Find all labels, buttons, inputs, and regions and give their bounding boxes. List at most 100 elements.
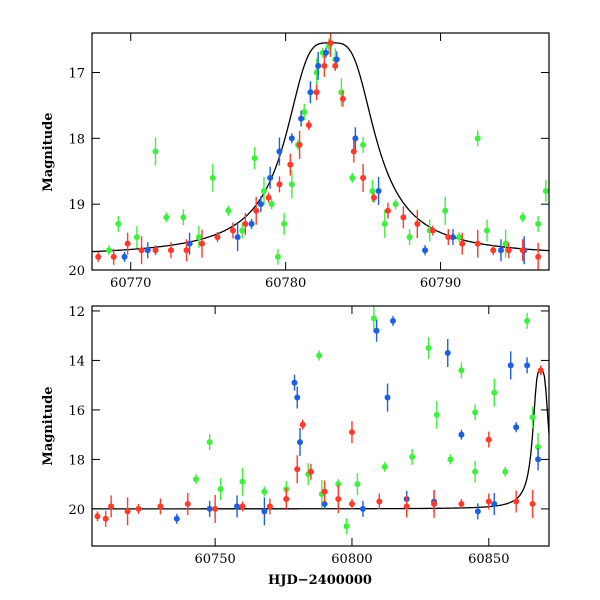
blue-data-point (261, 508, 268, 515)
red-data-point (283, 495, 290, 502)
blue-data-point (333, 56, 340, 63)
blue-data-point (234, 234, 241, 241)
red-data-point (339, 95, 346, 102)
green-data-point (442, 207, 449, 214)
blue-data-point (307, 89, 314, 96)
red-data-point (403, 503, 410, 510)
blue-data-point (288, 135, 295, 142)
green-data-point (433, 411, 440, 418)
y-tick-label: 20 (68, 264, 85, 279)
green-data-point (195, 234, 202, 241)
green-data-point (425, 345, 432, 352)
y-tick-label: 19 (68, 198, 85, 213)
blue-data-point (352, 135, 359, 142)
red-data-point (490, 247, 497, 254)
blue-data-point (234, 503, 241, 510)
green-data-point (343, 523, 350, 530)
red-data-point (276, 181, 283, 188)
blue-data-point (384, 394, 391, 401)
red-data-point (348, 429, 355, 436)
red-data-point (108, 503, 115, 510)
red-data-point (459, 240, 466, 247)
blue-data-point (535, 456, 542, 463)
top-y-axis-label: Magnitude (41, 112, 56, 191)
red-data-point (485, 498, 492, 505)
y-tick-label: 16 (68, 404, 85, 419)
red-data-point (537, 367, 544, 374)
red-data-point (431, 500, 438, 507)
green-data-point (260, 188, 267, 194)
y-tick-label: 18 (68, 132, 85, 147)
green-data-point (502, 468, 509, 475)
model-curve (92, 42, 549, 253)
top-panel-marks (92, 33, 549, 270)
red-data-point (299, 421, 306, 428)
red-data-point (458, 500, 465, 507)
blue-data-point (173, 515, 180, 522)
green-data-point (281, 220, 288, 227)
green-data-point (381, 463, 388, 470)
red-data-point (266, 503, 273, 510)
red-data-point (414, 220, 421, 227)
red-data-point (348, 500, 355, 507)
red-data-point (168, 247, 175, 254)
green-data-point (360, 141, 367, 148)
green-data-point (239, 478, 246, 485)
green-data-point (225, 207, 232, 214)
green-data-point (316, 352, 323, 359)
red-data-point (529, 500, 536, 507)
blue-data-point (390, 317, 397, 324)
blue-data-point (359, 505, 366, 512)
blue-data-point (276, 148, 283, 155)
x-tick-label: 60790 (420, 276, 461, 291)
red-data-point (102, 515, 109, 522)
green-data-point (472, 468, 479, 475)
bottom-panel-ticks: 60750 60800 60850 12 14 16 18 20 (68, 305, 549, 567)
green-data-point (535, 444, 542, 451)
green-data-point (239, 227, 246, 234)
blue-data-point (321, 500, 328, 507)
green-data-point (251, 155, 258, 162)
red-data-point (485, 436, 492, 443)
red-data-point (313, 89, 320, 96)
green-data-point (458, 367, 465, 374)
model-curve (92, 369, 549, 510)
red-data-point (253, 207, 260, 214)
red-data-point (513, 498, 520, 505)
x-tick-label: 60850 (468, 552, 509, 567)
green-data-point (392, 201, 399, 208)
green-data-point (274, 253, 281, 260)
red-data-point (152, 247, 159, 254)
red-data-point (157, 503, 164, 510)
green-data-point (369, 188, 376, 194)
x-tick-label: 60770 (110, 276, 151, 291)
green-data-point (288, 181, 295, 188)
blue-data-point (524, 362, 531, 369)
green-data-point (133, 234, 140, 241)
blue-data-point (513, 424, 520, 431)
red-data-point (321, 488, 328, 495)
blue-data-point (315, 62, 322, 69)
green-data-point (163, 214, 170, 221)
green-data-point (406, 234, 413, 241)
top-panel-ticks: 60770 60780 60790 17 18 19 20 (68, 33, 549, 291)
red-data-point (474, 240, 481, 247)
red-data-point (305, 122, 312, 129)
blue-data-point (296, 439, 303, 446)
red-data-point (294, 466, 301, 473)
blue-data-point (373, 327, 380, 334)
green-data-point (447, 456, 454, 463)
red-data-point (429, 227, 436, 234)
x-tick-label: 60750 (194, 552, 235, 567)
blue-data-point (186, 240, 193, 247)
panel-1-data-group (92, 306, 549, 535)
red-data-point (445, 234, 452, 241)
red-data-point (214, 234, 221, 241)
red-data-point (332, 62, 339, 69)
red-data-point (124, 240, 131, 247)
red-data-point (138, 247, 145, 254)
blue-data-point (257, 201, 264, 208)
red-data-point (535, 253, 542, 260)
green-data-point (524, 317, 531, 324)
green-data-point (542, 188, 549, 194)
